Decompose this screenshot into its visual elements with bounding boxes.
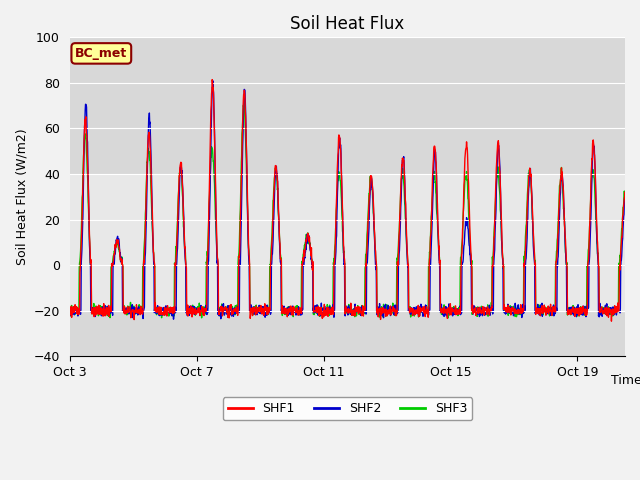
Legend: SHF1, SHF2, SHF3: SHF1, SHF2, SHF3 (223, 397, 472, 420)
Bar (70, 37, 625, 174)
Title: Soil Heat Flux: Soil Heat Flux (290, 15, 404, 33)
Y-axis label: Soil Heat Flux (W/m2): Soil Heat Flux (W/m2) (15, 129, 28, 265)
Text: BC_met: BC_met (76, 47, 127, 60)
X-axis label: Time: Time (611, 374, 640, 387)
Bar (70, 311, 625, 356)
